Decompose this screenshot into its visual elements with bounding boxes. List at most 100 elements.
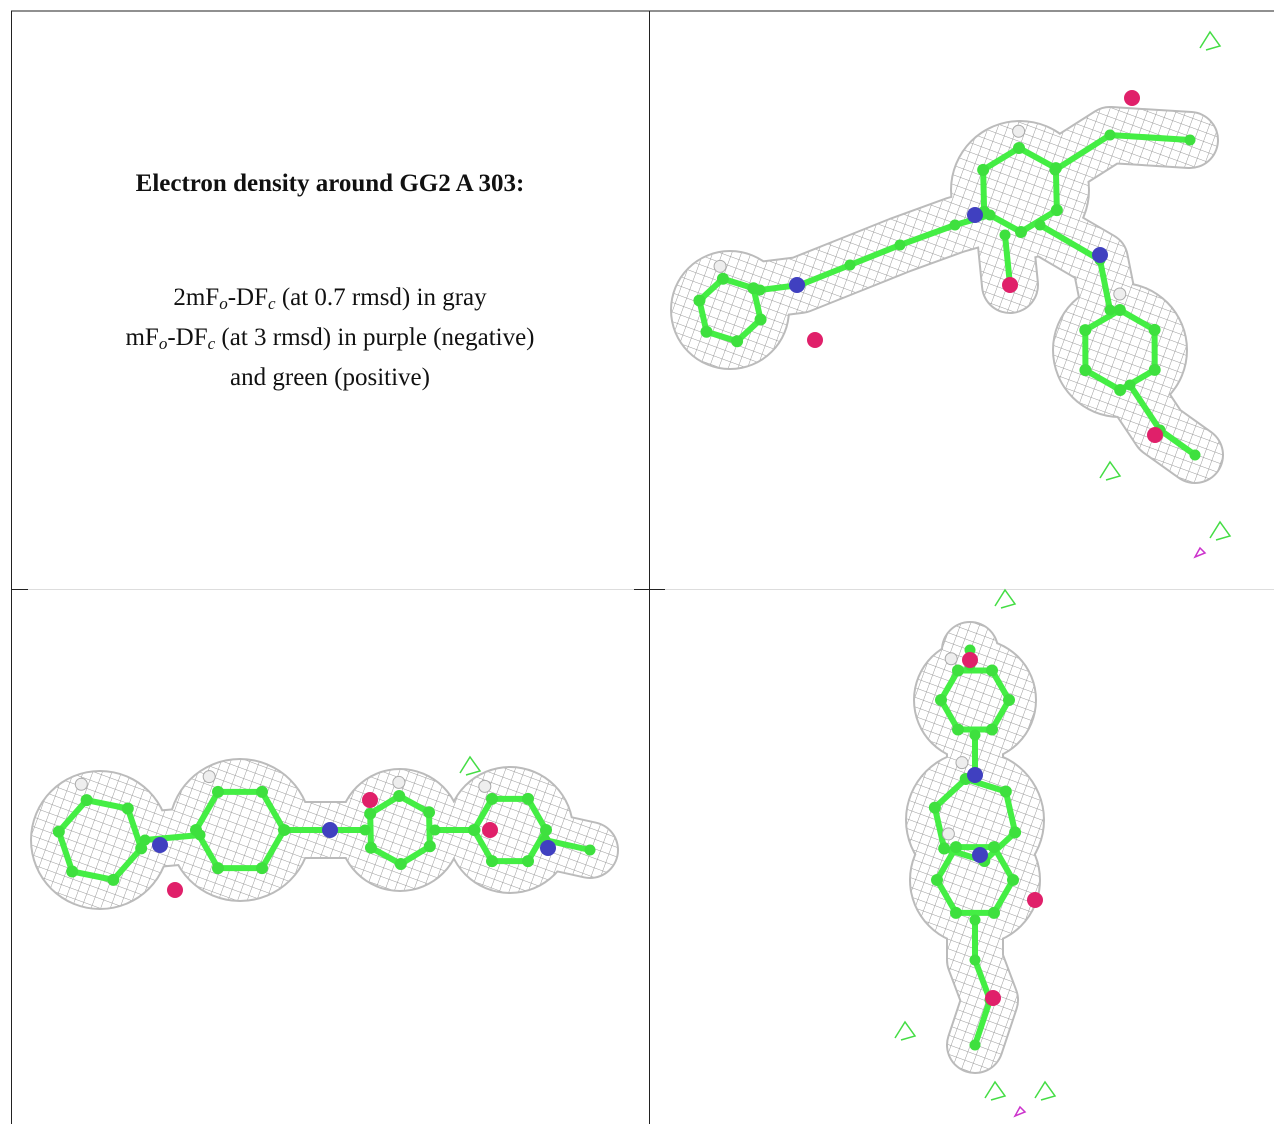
density-mesh	[915, 640, 1035, 760]
subscript: c	[268, 294, 276, 313]
oxygen	[362, 792, 378, 808]
atom	[52, 825, 65, 838]
atom	[999, 229, 1011, 241]
hydrogen	[713, 259, 727, 273]
positive-difference-density	[459, 755, 482, 776]
atom	[1189, 449, 1201, 461]
atom	[1104, 304, 1116, 316]
atom	[844, 259, 856, 271]
atom	[584, 844, 596, 856]
atom	[986, 723, 998, 736]
hydrogen	[202, 770, 216, 784]
atom	[256, 785, 268, 798]
density-mesh	[1054, 284, 1186, 416]
subscript: o	[219, 294, 228, 313]
atom	[977, 163, 990, 176]
atom	[986, 664, 998, 677]
atom	[693, 294, 706, 307]
atom	[364, 841, 377, 854]
oxygen	[962, 652, 978, 668]
atom	[950, 906, 962, 919]
oxygen	[1027, 892, 1043, 908]
atom	[969, 729, 981, 741]
atom	[1184, 134, 1196, 146]
atom	[952, 723, 964, 736]
atom	[80, 794, 93, 807]
atom	[1049, 164, 1061, 176]
atom	[522, 792, 534, 805]
atom	[139, 834, 151, 846]
density-mesh	[952, 122, 1088, 258]
density-mesh	[672, 252, 788, 368]
atom	[423, 840, 436, 853]
oxygen	[1002, 277, 1018, 293]
caption-text: (at 3 rmsd) in purple (negative)	[215, 324, 535, 351]
atom	[1014, 225, 1027, 238]
caption-title: Electron density around GG2 A 303:	[135, 170, 525, 197]
atom	[1034, 219, 1046, 231]
caption-text: (at 0.7 rmsd) in gray	[275, 284, 487, 311]
positive-difference-density	[894, 1020, 917, 1041]
subscript: o	[158, 334, 168, 353]
atom	[469, 824, 481, 836]
caption-line: and green (positive)	[12, 364, 648, 392]
positive-difference-density	[1034, 1080, 1057, 1101]
atom	[121, 802, 134, 815]
atom	[522, 855, 534, 868]
hydrogen	[392, 775, 406, 789]
negative-difference-density	[1193, 546, 1207, 559]
atom	[1148, 363, 1161, 376]
atom	[364, 807, 377, 820]
atom	[952, 664, 964, 677]
nitrogen	[789, 277, 805, 293]
density-mesh	[32, 772, 168, 908]
atom	[66, 865, 79, 878]
bond	[972, 920, 994, 1046]
atom	[486, 855, 498, 868]
atom	[1007, 874, 1019, 886]
nitrogen	[152, 837, 168, 853]
negative-difference-density	[1013, 1105, 1027, 1118]
nitrogen	[967, 207, 983, 223]
positive-difference-density	[984, 1080, 1007, 1101]
atom	[988, 841, 1000, 854]
atom	[256, 862, 268, 875]
bond	[1002, 234, 1013, 286]
atom	[969, 954, 981, 966]
oxygen	[1147, 427, 1163, 443]
atom	[1104, 129, 1116, 141]
positive-difference-density	[1099, 460, 1122, 481]
oxygen	[807, 332, 823, 348]
caption-text: 2mF	[173, 284, 220, 311]
atom	[107, 873, 120, 886]
nitrogen	[322, 822, 338, 838]
nitrogen	[967, 767, 983, 783]
atom	[999, 785, 1012, 798]
hydrogen	[944, 652, 958, 666]
atom	[894, 239, 906, 251]
hydrogen	[74, 777, 88, 791]
atom	[1003, 694, 1015, 706]
positive-difference-density	[1199, 30, 1222, 51]
atom	[1009, 826, 1022, 839]
atom	[950, 841, 962, 854]
nitrogen	[972, 847, 988, 863]
atom	[988, 906, 1000, 919]
atom	[1113, 304, 1126, 317]
nitrogen	[1092, 247, 1108, 263]
atom	[969, 1039, 981, 1051]
oxygen	[167, 882, 183, 898]
atom	[700, 325, 713, 338]
hydrogen	[941, 827, 955, 841]
atom	[716, 272, 729, 285]
atom	[212, 862, 224, 875]
oxygen	[985, 990, 1001, 1006]
atom	[194, 829, 206, 841]
caption-text: -DF	[227, 284, 269, 311]
atom	[1079, 324, 1092, 337]
atom	[1124, 379, 1136, 391]
atom	[423, 806, 436, 819]
density-mesh	[448, 768, 572, 892]
hydrogen	[955, 756, 969, 770]
